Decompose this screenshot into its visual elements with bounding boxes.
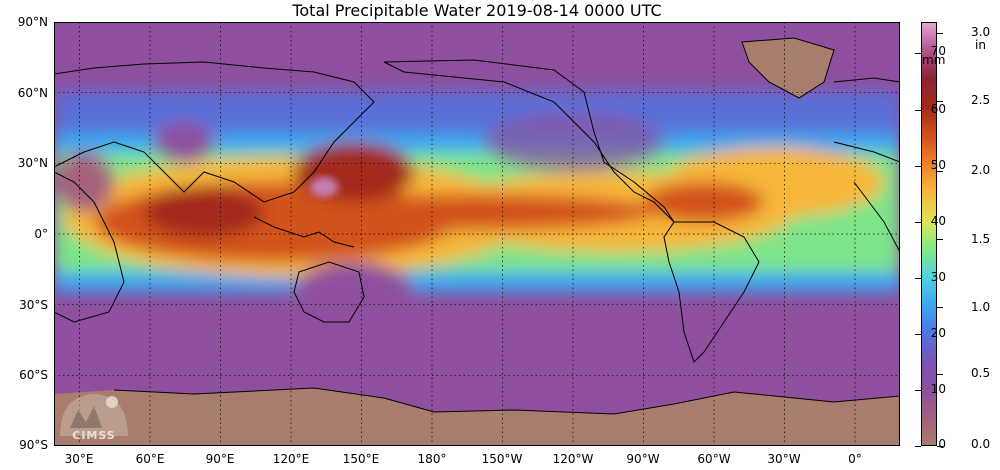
in-tickmark-2-0 xyxy=(937,171,943,172)
lat-label-60n: 60°N xyxy=(17,86,48,100)
in-tickmark-3-0 xyxy=(937,33,943,34)
mm-tickmark-50 xyxy=(915,166,921,167)
lon-label-30w: 30°W xyxy=(767,452,801,466)
lon-label-120e: 120°E xyxy=(272,452,310,466)
graticule xyxy=(54,22,900,446)
colorbar xyxy=(921,22,937,446)
lat-label-0: 0° xyxy=(34,227,48,241)
mm-tickmark-20 xyxy=(915,334,921,335)
lon-label-90w: 90°W xyxy=(626,452,660,466)
in-tick-3-0: 3.0 xyxy=(971,25,991,39)
typhoon-high-moisture xyxy=(310,177,338,197)
greenland-dry xyxy=(742,38,834,98)
mm-tickmark-0 xyxy=(915,446,921,447)
map-frame xyxy=(54,22,900,446)
lat-label-90s: 90°S xyxy=(19,438,48,452)
lon-label-90e: 90°E xyxy=(205,452,235,466)
mm-tick-50: 50 xyxy=(930,158,946,172)
in-tickmark-1-5 xyxy=(937,239,943,240)
in-tick-1-5: 1.5 xyxy=(971,232,991,246)
in-tick-2-0: 2.0 xyxy=(971,163,991,177)
in-tick-0-0: 0.0 xyxy=(971,437,991,451)
in-tickmark-0-0 xyxy=(937,446,943,447)
mm-tick-0: 0 xyxy=(938,437,946,451)
moisture-field xyxy=(54,92,900,322)
lon-label-30e: 30°E xyxy=(64,452,94,466)
mm-tickmark-10 xyxy=(915,390,921,391)
lat-label-90n: 90°N xyxy=(17,15,48,29)
coastlines xyxy=(54,37,900,415)
lon-label-150e: 150°E xyxy=(342,452,380,466)
lon-label-60w: 60°W xyxy=(697,452,731,466)
mm-tick-10: 10 xyxy=(930,382,946,396)
in-tickmark-0-5 xyxy=(937,374,943,375)
lat-label-60s: 60°S xyxy=(19,368,48,382)
map-canvas xyxy=(54,22,900,446)
in-tick-2-5: 2.5 xyxy=(971,93,991,107)
cimss-logo-text: CIMSS xyxy=(72,429,116,442)
in-tickmark-2-5 xyxy=(937,101,943,102)
mm-tick-30: 30 xyxy=(930,270,946,284)
mm-tick-40: 40 xyxy=(930,214,946,228)
in-tick-1-0: 1.0 xyxy=(971,300,991,314)
in-tickmark-1-0 xyxy=(937,307,943,308)
mm-tickmark-70 xyxy=(915,53,921,54)
mm-tickmark-40 xyxy=(915,222,921,223)
mm-tickmark-60 xyxy=(915,110,921,111)
lat-label-30s: 30°S xyxy=(19,298,48,312)
cimss-logo-icon xyxy=(60,394,128,436)
lon-label-0: 0° xyxy=(848,452,862,466)
lon-label-180: 180° xyxy=(417,452,447,466)
colorbar-mm-unit: mm xyxy=(922,53,946,67)
lon-label-150w: 150°W xyxy=(481,452,523,466)
precipitable-water-map[interactable] xyxy=(54,22,900,446)
mm-tick-60: 60 xyxy=(930,102,946,116)
map-title: Total Precipitable Water 2019-08-14 0000… xyxy=(292,1,662,20)
mm-tickmark-30 xyxy=(915,278,921,279)
mm-tick-70: 70 xyxy=(930,44,946,58)
antarctica-dry xyxy=(54,388,900,446)
in-tick-0-5: 0.5 xyxy=(971,366,991,380)
lon-label-120w: 120°W xyxy=(552,452,594,466)
lat-label-30n: 30°N xyxy=(17,156,48,170)
mm-tick-20: 20 xyxy=(930,326,946,340)
lon-label-60e: 60°E xyxy=(135,452,165,466)
colorbar-in-unit: in xyxy=(975,38,986,52)
